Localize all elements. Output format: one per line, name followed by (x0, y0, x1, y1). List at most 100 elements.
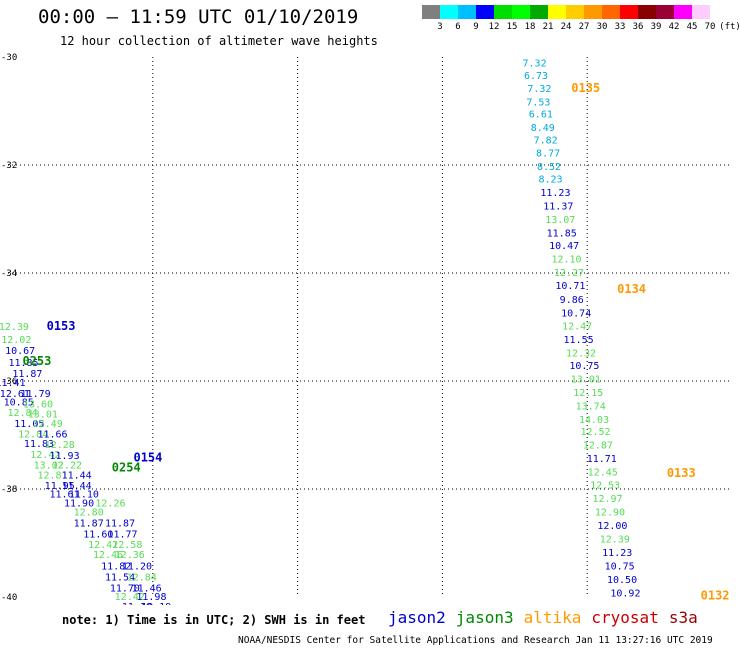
legend-cryosat: cryosat (591, 608, 659, 627)
page-title: 00:00 – 11:59 UTC 01/10/2019 (38, 6, 359, 28)
wave-height-value: 7.82 (534, 136, 558, 147)
wave-height-value: 10.92 (610, 589, 640, 600)
grid-lines (8, 57, 732, 597)
wave-height-value: 11.37 (543, 202, 573, 213)
wave-height-value: 11.46 (132, 583, 162, 594)
wave-height-value: 11.55 (564, 335, 594, 346)
colorbar-label: 24 (560, 22, 572, 32)
wave-height-value: 11.71 (587, 454, 617, 465)
wave-height-value: 12.22 (52, 461, 82, 472)
colorbar-label: 36 (632, 22, 644, 32)
legend-jason3: jason3 (455, 608, 514, 627)
colorbar-label: 3 (437, 22, 443, 32)
wave-height-value: 11.70 (110, 583, 140, 594)
satellite-legend: jason2 jason3 altika cryosat s3a (388, 608, 708, 627)
colorbar-label: 12 (488, 22, 500, 32)
colorbar-swatch (638, 5, 656, 19)
colorbar-label: 6 (455, 22, 461, 32)
wave-height-value: 12.45 (588, 468, 618, 479)
wave-height-value: 12.46 (93, 550, 123, 561)
pass-time-label: 0134 (617, 282, 646, 296)
wave-height-value: 10.75 (605, 562, 635, 573)
footer-credit: NOAA/NESDIS Center for Satellite Applica… (238, 635, 713, 646)
y-tick-label: -40 (1, 593, 17, 603)
colorbar-label: 33 (614, 22, 626, 32)
wave-height-value: 11.41 (0, 378, 26, 389)
page-subtitle: 12 hour collection of altimeter wave hei… (60, 34, 378, 48)
colorbar-label: 30 (596, 22, 608, 32)
wave-height-value: 11.87 (74, 518, 104, 529)
wave-height-value: 11.23 (602, 548, 632, 559)
wave-height-value: 13.74 (576, 401, 606, 412)
wave-height-value: 12.84 (18, 429, 48, 440)
wave-height-value: 11.60 (83, 529, 113, 540)
wave-height-value: 12.84 (8, 408, 38, 419)
colorbar-swatch (548, 5, 566, 19)
wave-height-value: 12.53 (590, 481, 620, 492)
wave-height-value: 13.60 (23, 400, 53, 411)
colorbar-label: 42 (668, 22, 680, 32)
wave-height-value: 11.87 (105, 518, 135, 529)
wave-height-value: 11.77 (107, 529, 137, 540)
colorbar-swatch (566, 5, 584, 19)
wave-height-value: 6.61 (529, 110, 553, 121)
wave-height-value: 10.19 (141, 602, 171, 605)
pass-time-label: 0133 (667, 466, 696, 480)
wave-height-value: 11.66 (37, 429, 67, 440)
wave-height-value: 9.86 (560, 295, 584, 306)
y-tick-label: -32 (1, 161, 17, 171)
pass-time-label: 0254 (112, 460, 141, 474)
pass-time-label: 0135 (571, 81, 600, 95)
colorbar-label: 9 (473, 22, 479, 32)
wave-height-value: 8.52 (537, 162, 561, 173)
wave-height-value: 10.67 (5, 346, 35, 357)
wave-height-value: 12.39 (600, 535, 630, 546)
wave-height-value: 12.15 (573, 388, 603, 399)
colorbar-label: (ft) (719, 22, 740, 32)
colorbar-swatch (440, 5, 458, 19)
wave-height-value: 12.28 (45, 440, 75, 451)
wave-height-value: 13.01 (571, 374, 601, 385)
colorbar-swatch (584, 5, 602, 19)
wave-height-value: 11.82 (101, 562, 131, 573)
legend-jason2: jason2 (388, 608, 446, 627)
colorbar-swatch (530, 5, 548, 19)
wave-height-value: 12.42 (88, 540, 118, 551)
wave-height-value: 11.19 (122, 602, 152, 605)
wave-height-value: 12.61 (0, 389, 30, 400)
wave-height-value: 12.10 (551, 254, 581, 265)
wave-height-value: 11.23 (540, 188, 570, 199)
wave-height-value: 11.98 (136, 592, 166, 603)
wave-height-value: 12.52 (580, 427, 610, 438)
colorbar-label: 18 (524, 22, 536, 32)
pass-time-label: 0132 (701, 588, 730, 602)
y-tick-label: -34 (1, 269, 17, 279)
wave-height-value: 12.49 (33, 419, 63, 430)
wave-height-value: 12.58 (112, 540, 142, 551)
wave-height-value: 7.53 (526, 97, 550, 108)
pass-time-labels: 0135 0134 0133 0132 0153 0154 0253 0254 (22, 81, 729, 603)
wave-height-value: 12.42 (30, 450, 60, 461)
colorbar-swatch (692, 5, 710, 19)
wave-height-value: 12.26 (95, 499, 125, 510)
wave-height-value: 12.47 (562, 321, 592, 332)
wave-height-value: 11.54 (105, 572, 135, 583)
colorbar-label: 21 (542, 22, 554, 32)
units-note: note: 1) Time is in UTC; 2) SWH is in fe… (62, 613, 366, 627)
colorbar-swatch (512, 5, 530, 19)
wave-height-value: 13.02 (34, 461, 64, 472)
wave-height-value: 11.87 (12, 369, 42, 380)
colorbar-swatch (620, 5, 638, 19)
wave-height-value: 12.81 (37, 470, 67, 481)
map-plot: 606366697275-30-32-34-36-38-40 7.326.737… (0, 53, 732, 605)
wave-height-value: 12.39 (0, 322, 29, 333)
pass-time-label: 0153 (47, 319, 76, 333)
colorbar-swatch (476, 5, 494, 19)
colorbar-label: 39 (650, 22, 662, 32)
wave-height-value: 12.02 (1, 335, 31, 346)
colorbar-label: 70 (704, 22, 716, 32)
wave-height-value: 12.32 (566, 348, 596, 359)
wave-height-value: 11.83 (24, 439, 54, 450)
wave-height-value: 11.93 (50, 451, 80, 462)
wave-height-value: 12.00 (597, 521, 627, 532)
